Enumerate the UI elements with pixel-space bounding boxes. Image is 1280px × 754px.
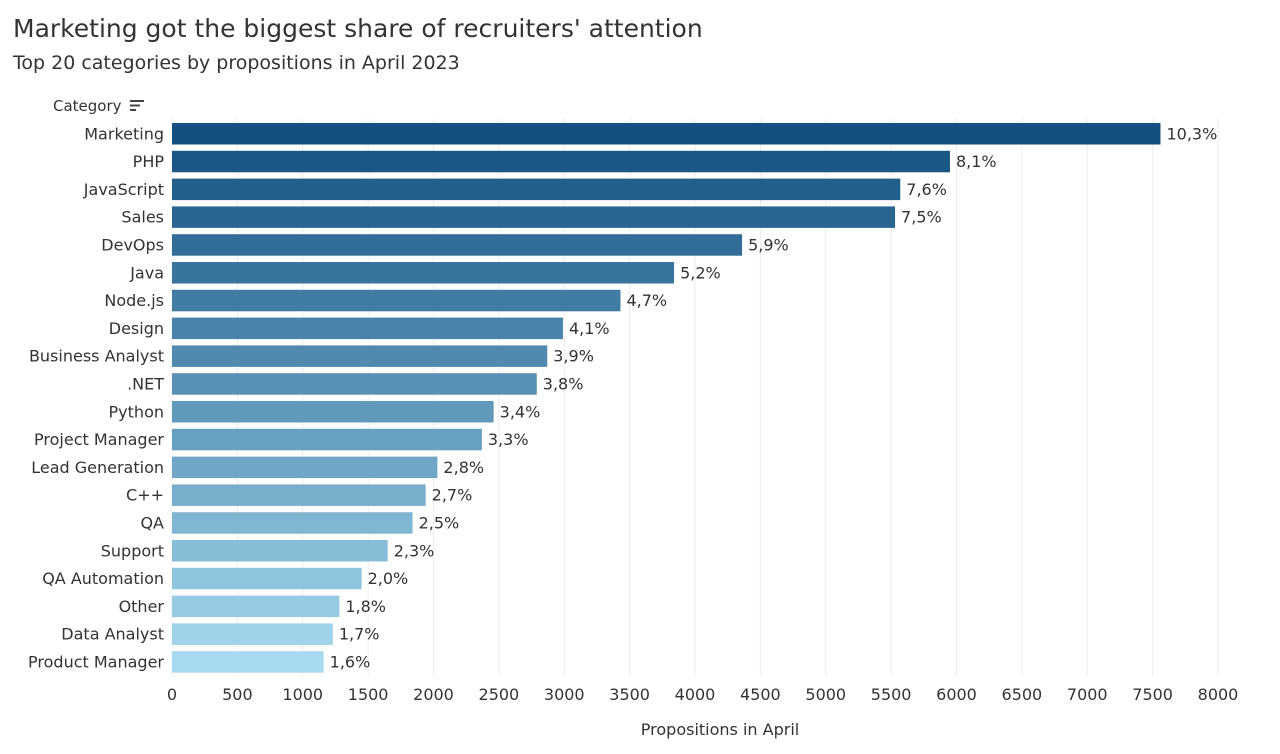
category-label: QA — [140, 513, 164, 532]
data-label: 2,8% — [443, 458, 484, 477]
data-label: 3,8% — [543, 374, 584, 393]
bar[interactable] — [172, 317, 563, 340]
data-label: 4,1% — [569, 319, 610, 338]
category-label: JavaScript — [83, 180, 164, 199]
category-labels: Marketing PHP JavaScript Sales DevOps Java Nod… — [28, 124, 164, 671]
data-label: 1,7% — [339, 625, 380, 644]
x-tick-label: 5500 — [871, 685, 912, 704]
x-tick-label: 0 — [167, 685, 177, 704]
bar[interactable] — [172, 150, 950, 173]
category-label: PHP — [133, 152, 165, 171]
data-label: 2,5% — [419, 513, 460, 532]
category-label: .NET — [127, 374, 164, 393]
category-label: Business Analyst — [29, 347, 164, 366]
x-tick-label: 3500 — [609, 685, 650, 704]
data-label: 3,9% — [553, 347, 594, 366]
bar[interactable] — [172, 456, 438, 479]
x-tick-label: 2500 — [479, 685, 520, 704]
chart-title: Marketing got the biggest share of recru… — [13, 14, 703, 43]
x-tick-label: 1500 — [348, 685, 389, 704]
x-tick-label: 5000 — [805, 685, 846, 704]
bar[interactable] — [172, 428, 482, 451]
bar[interactable] — [172, 289, 621, 312]
x-axis-ticks: 0 500 1000 1500 2000 2500 3000 3500 4000 4500 5000… — [167, 685, 1238, 704]
category-label: Java — [129, 263, 164, 282]
data-label: 3,3% — [488, 430, 529, 449]
category-label: Lead Generation — [31, 458, 164, 477]
y-axis-title: Category — [53, 97, 122, 115]
bar[interactable] — [172, 373, 537, 395]
data-label: 5,9% — [748, 235, 789, 254]
x-tick-label: 4000 — [675, 685, 716, 704]
gridlines — [171, 118, 1219, 676]
data-label: 1,8% — [345, 597, 386, 616]
x-tick-label: 4500 — [740, 685, 781, 704]
x-tick-label: 2000 — [413, 685, 454, 704]
chart-subtitle: Top 20 categories by propositions in Apr… — [13, 52, 460, 74]
sort-icon[interactable] — [130, 100, 144, 111]
category-label: Support — [101, 541, 164, 560]
data-label: 7,5% — [901, 208, 942, 227]
category-label: C++ — [126, 486, 164, 505]
bar[interactable] — [172, 540, 388, 562]
data-label: 1,6% — [330, 652, 371, 671]
bar[interactable] — [172, 234, 743, 256]
x-tick-label: 500 — [222, 685, 253, 704]
value-labels: 10,3% 8,1% 7,6% 7,5% 5,9% 5,2% 4,7% 4,1% 3,9% 3,8… — [330, 124, 1218, 671]
bar[interactable] — [172, 123, 1161, 145]
data-label: 3,4% — [500, 402, 541, 421]
bar[interactable] — [172, 401, 494, 423]
x-tick-label: 8000 — [1198, 685, 1239, 704]
bars — [172, 123, 1161, 673]
x-tick-label: 6000 — [936, 685, 977, 704]
bar[interactable] — [172, 178, 901, 201]
bar[interactable] — [172, 262, 675, 284]
category-label: QA Automation — [42, 569, 164, 588]
bar[interactable] — [172, 623, 333, 645]
x-tick-label: 6500 — [1002, 685, 1043, 704]
x-tick-label: 1000 — [282, 685, 323, 704]
category-label: Marketing — [84, 124, 164, 143]
category-label: Design — [109, 319, 164, 338]
bar[interactable] — [172, 512, 413, 534]
data-label: 8,1% — [956, 152, 997, 171]
x-tick-label: 7500 — [1132, 685, 1173, 704]
data-label: 7,6% — [906, 180, 947, 199]
data-label: 2,7% — [432, 486, 473, 505]
bar[interactable] — [172, 651, 324, 673]
data-label: 2,0% — [368, 569, 409, 588]
data-label: 10,3% — [1166, 124, 1217, 143]
data-label: 5,2% — [680, 263, 721, 282]
data-label: 4,7% — [626, 291, 667, 310]
category-label: DevOps — [101, 235, 164, 254]
category-label: Data Analyst — [61, 625, 164, 644]
x-axis-title: Propositions in April — [641, 720, 799, 739]
data-label: 2,3% — [394, 541, 435, 560]
category-label: Node.js — [104, 291, 164, 310]
bar[interactable] — [172, 595, 340, 618]
category-label: Python — [109, 402, 164, 421]
category-label: Other — [119, 597, 165, 616]
x-tick-label: 3000 — [544, 685, 585, 704]
x-tick-label: 7000 — [1067, 685, 1108, 704]
category-label: Sales — [121, 208, 164, 227]
bar[interactable] — [172, 567, 362, 590]
category-label: Project Manager — [34, 430, 164, 449]
category-label: Product Manager — [28, 652, 164, 671]
bar[interactable] — [172, 206, 896, 228]
bar[interactable] — [172, 345, 548, 367]
bar[interactable] — [172, 484, 426, 506]
